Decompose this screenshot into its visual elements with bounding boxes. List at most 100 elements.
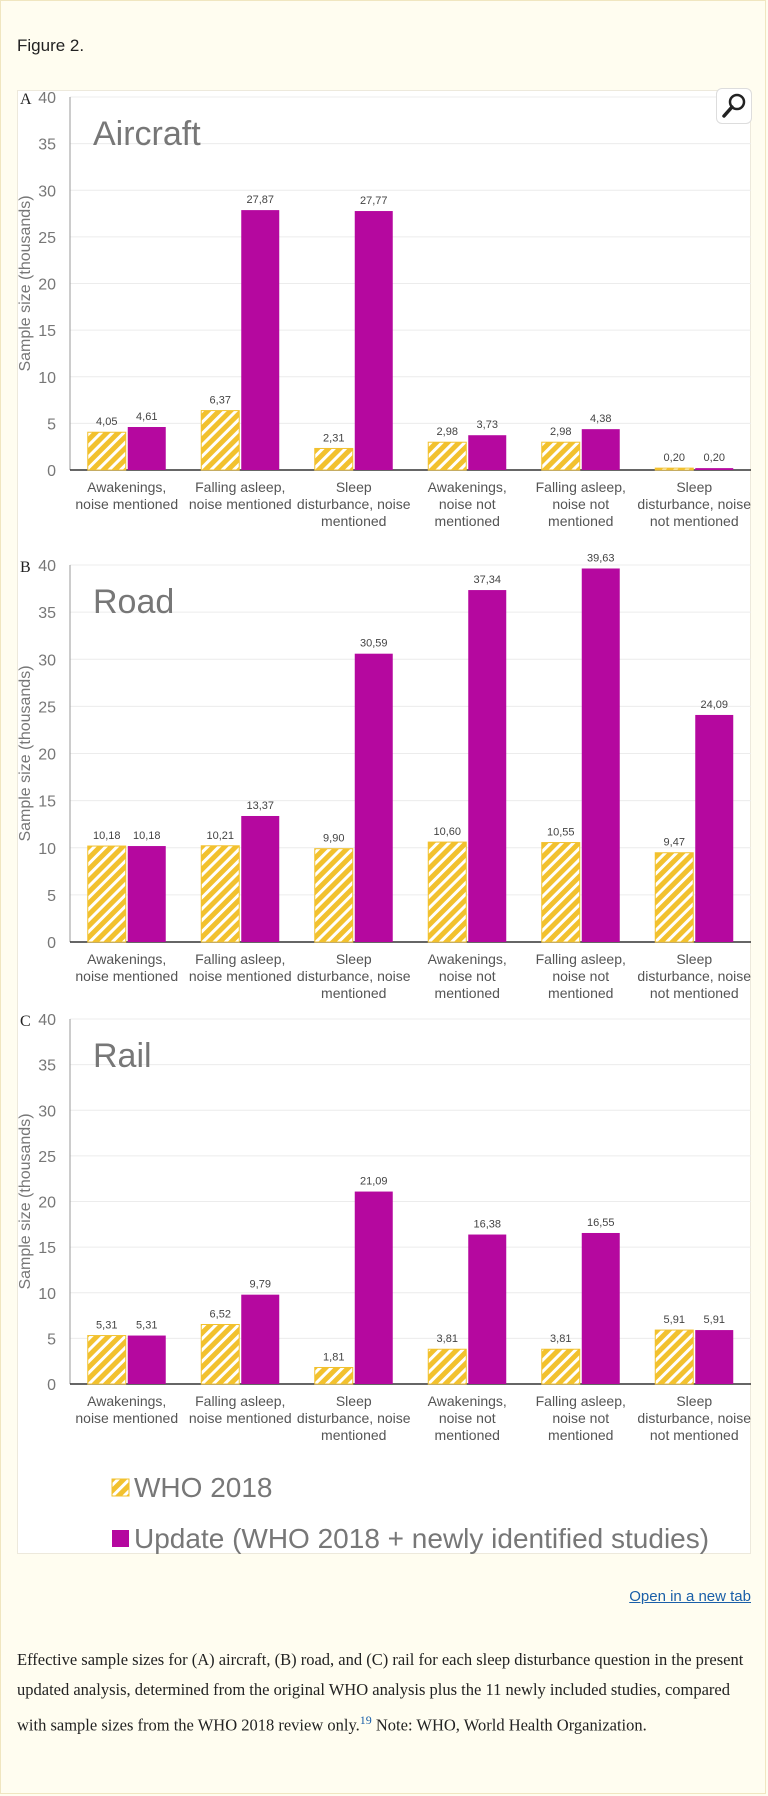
data-label-update: 21,09: [360, 1176, 388, 1188]
y-axis-label: Sample size (thousands): [17, 195, 34, 371]
x-tick-label: noise mentioned: [75, 1410, 178, 1426]
x-tick-label: Sleep: [676, 951, 712, 967]
x-tick-label: Sleep: [676, 1393, 712, 1409]
x-tick-label: noise not: [552, 968, 609, 984]
y-tick-label: 0: [47, 935, 56, 952]
y-tick-label: 40: [38, 558, 56, 575]
x-tick-label: mentioned: [548, 1427, 613, 1443]
bar-update: [468, 1234, 507, 1384]
bar-update: [468, 435, 507, 470]
bar-update: [354, 211, 393, 471]
y-tick-label: 25: [38, 230, 56, 247]
figure-heading: Figure 2.: [17, 36, 85, 55]
bar-update: [127, 1335, 166, 1384]
x-tick-label: disturbance, noise: [637, 496, 751, 512]
x-tick-label: not mentioned: [650, 1427, 739, 1443]
bar-update: [241, 815, 280, 942]
bar-update: [695, 468, 734, 470]
magnifier-button[interactable]: [716, 88, 752, 124]
panel-letter: C: [20, 1013, 31, 1030]
bar-who2018: [314, 1366, 354, 1385]
legend-swatch-update: [112, 1530, 129, 1547]
x-tick-label: noise mentioned: [75, 968, 178, 984]
x-tick-label: Awakenings,: [428, 1393, 507, 1409]
data-label-update: 16,38: [473, 1219, 501, 1231]
bar-update: [241, 1294, 280, 1384]
x-tick-label: mentioned: [548, 985, 613, 1001]
y-tick-label: 15: [38, 1240, 56, 1257]
y-tick-label: 35: [38, 1058, 56, 1075]
data-label-update: 27,87: [246, 194, 274, 206]
data-label-update: 24,09: [700, 699, 728, 711]
legend-label-who2018: WHO 2018: [134, 1472, 273, 1503]
caption-note: Note: WHO, World Health Organization.: [371, 1715, 647, 1735]
bar-update: [581, 429, 620, 470]
bar-who2018: [200, 1324, 240, 1385]
chart-title: Aircraft: [93, 115, 201, 153]
data-label-update: 4,61: [136, 411, 157, 423]
y-tick-label: 20: [38, 1195, 56, 1212]
x-tick-label: Falling asleep,: [195, 479, 285, 495]
x-tick-label: Sleep: [676, 479, 712, 495]
bar-who2018: [87, 431, 127, 471]
bar-who2018: [541, 1348, 581, 1385]
x-tick-label: disturbance, noise: [297, 968, 411, 984]
data-label-who2018: 2,31: [323, 432, 344, 444]
bar-update: [127, 427, 166, 470]
panel-letter: A: [20, 91, 32, 108]
y-tick-label: 0: [47, 463, 56, 480]
data-label-who2018: 5,31: [96, 1320, 117, 1332]
x-tick-label: noise mentioned: [189, 968, 292, 984]
open-in-new-tab-link[interactable]: Open in a new tab: [629, 1588, 751, 1605]
data-label-who2018: 9,90: [323, 833, 344, 845]
data-label-update: 39,63: [587, 552, 615, 564]
x-tick-label: noise mentioned: [75, 496, 178, 512]
y-tick-label: 30: [38, 1103, 56, 1120]
x-tick-label: noise not: [439, 1410, 496, 1426]
x-tick-label: Sleep: [336, 951, 372, 967]
bar-who2018: [654, 852, 694, 943]
x-tick-label: noise mentioned: [189, 1410, 292, 1426]
x-tick-label: mentioned: [321, 1427, 386, 1443]
x-tick-label: Awakenings,: [87, 479, 166, 495]
data-label-update: 16,55: [587, 1217, 615, 1229]
data-label-who2018: 5,91: [664, 1314, 685, 1326]
y-tick-label: 35: [38, 605, 56, 622]
y-tick-label: 25: [38, 1149, 56, 1166]
figure-caption: Effective sample sizes for (A) aircraft,…: [17, 1645, 747, 1741]
y-tick-label: 40: [38, 1012, 56, 1029]
y-axis-label: Sample size (thousands): [17, 665, 34, 841]
bar-who2018: [427, 841, 467, 943]
x-tick-label: Awakenings,: [428, 951, 507, 967]
y-tick-label: 30: [38, 652, 56, 669]
bar-who2018: [541, 842, 581, 943]
data-label-update: 27,77: [360, 195, 388, 207]
x-tick-label: noise not: [439, 496, 496, 512]
data-label-who2018: 2,98: [437, 426, 458, 438]
x-tick-label: Falling asleep,: [195, 1393, 285, 1409]
x-tick-label: Awakenings,: [87, 1393, 166, 1409]
x-tick-label: Sleep: [336, 1393, 372, 1409]
data-label-update: 0,20: [704, 452, 725, 464]
bar-who2018: [87, 1335, 127, 1385]
data-label-who2018: 10,18: [93, 830, 121, 842]
bar-update: [354, 653, 393, 942]
x-tick-label: noise mentioned: [189, 496, 292, 512]
bar-who2018: [427, 1348, 467, 1385]
bar-who2018: [427, 441, 467, 471]
data-label-who2018: 4,05: [96, 416, 117, 428]
y-tick-label: 0: [47, 1377, 56, 1394]
x-tick-label: mentioned: [548, 513, 613, 529]
data-label-update: 3,73: [477, 419, 498, 431]
caption-text: Effective sample sizes for (A) aircraft,…: [17, 1650, 744, 1735]
data-label-who2018: 6,52: [210, 1309, 231, 1321]
x-tick-label: disturbance, noise: [297, 496, 411, 512]
y-tick-label: 30: [38, 183, 56, 200]
data-label-update: 4,38: [590, 413, 611, 425]
bar-update: [695, 714, 734, 942]
y-tick-label: 25: [38, 699, 56, 716]
reference-link[interactable]: 19: [359, 1713, 372, 1727]
data-label-who2018: 0,20: [664, 452, 685, 464]
data-label-who2018: 6,37: [210, 395, 231, 407]
